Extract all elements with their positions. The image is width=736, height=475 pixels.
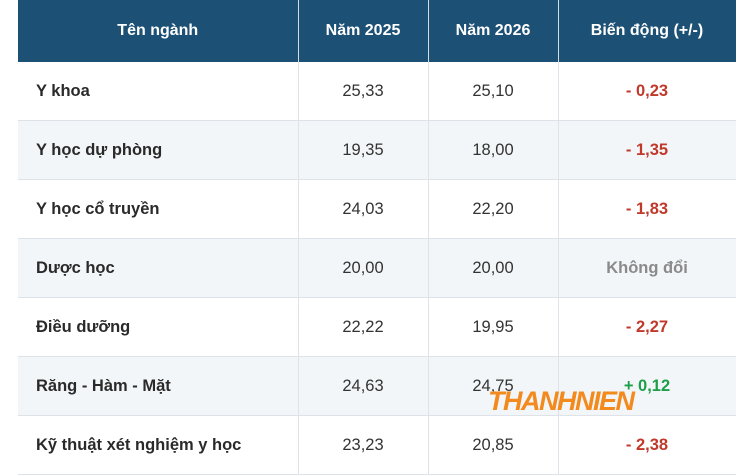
score-cell: 20,85 [428,415,559,475]
header-cell: Năm 2026 [428,0,559,62]
score-cell: 24,63 [298,356,429,416]
major-name: Y học dự phòng [18,120,299,180]
major-name: Y khoa [18,62,299,121]
score-cell: 22,20 [428,179,559,239]
table-row: Răng - Hàm - Mặt 24,63 24,75 + 0,12 [18,356,736,416]
score-cell: 20,00 [298,238,429,298]
score-cell: 25,10 [428,62,559,121]
change-cell: Không đổi [558,238,736,298]
major-name: Điều dưỡng [18,297,299,357]
score-cell: 25,33 [298,62,429,121]
score-cell: 19,35 [298,120,429,180]
table-row: Điều dưỡng 22,22 19,95- 2,27 [18,297,736,357]
score-cell: 24,75 [428,356,559,416]
change-cell: - 2,27 [558,297,736,357]
header-cell: Biến động (+/-) [558,0,736,62]
page: Tên ngành Năm 2025 Năm 2026 Biến động (+/-)… [18,0,736,475]
header-cell: Năm 2025 [298,0,429,62]
score-cell: 20,00 [428,238,559,298]
major-name: Dược học [18,238,299,298]
table-row: Kỹ thuật xét nghiệm y học 23,23 20,85- 2,3… [18,415,736,475]
change-cell: - 1,35 [558,120,736,180]
major-name: Kỹ thuật xét nghiệm y học [18,415,299,475]
table-row: Dược học 20,00 20,00 Không đổi [18,238,736,298]
major-name: Y học cổ truyền [18,179,299,239]
watermark: THANHNIEN [488,386,635,416]
table-row: Y khoa 25,33 25,10- 0,23 [18,62,736,121]
score-cell: 19,95 [428,297,559,357]
change-cell: + 0,12 [558,356,736,416]
score-cell: 22,22 [298,297,429,357]
major-name: Răng - Hàm - Mặt [18,356,299,416]
score-cell: 24,03 [298,179,429,239]
header-cell: Tên ngành [18,0,299,62]
score-cell: 23,23 [298,415,429,475]
score-cell: 18,00 [428,120,559,180]
change-cell: - 1,83 [558,179,736,239]
change-cell: - 0,23 [558,62,736,121]
change-cell: - 2,38 [558,415,736,475]
table-row: Y học cổ truyền 24,03 22,20- 1,83 [18,179,736,239]
table-row: Y học dự phòng 19,35 18,00- 1,35 [18,120,736,180]
header-row: Tên ngành Năm 2025 Năm 2026 Biến động (+/-) [18,0,736,62]
